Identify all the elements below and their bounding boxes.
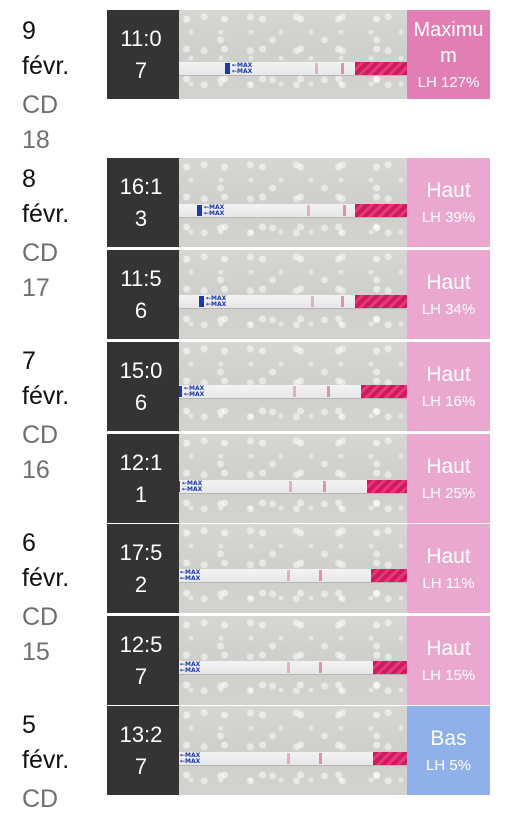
result-level: Haut — [426, 362, 471, 386]
date-label-day-5: 5 févr. — [22, 711, 70, 774]
result-lh-value: LH 34% — [421, 300, 476, 318]
test-entry[interactable]: 11:56 ←MAX ←MAX Haut LH 34% — [107, 250, 490, 339]
date-label-day-6: 6 févr. — [22, 529, 70, 592]
result-level: Haut — [426, 270, 471, 294]
test-strip-photo: ←MAX ←MAX — [179, 616, 407, 705]
cycle-day-label-16: CD 16 — [22, 421, 59, 484]
date-label-day-9: 9 févr. — [22, 17, 70, 80]
result-badge-low: Bas LH 5% — [407, 706, 490, 795]
result-badge-high: Haut LH 15% — [407, 616, 490, 705]
test-strip-photo: ←MAX ←MAX — [179, 524, 407, 613]
test-entry[interactable]: 17:52 ←MAX ←MAX Haut LH 11% — [107, 524, 490, 613]
test-time: 12:11 — [107, 434, 179, 523]
test-entry[interactable]: 12:11 ←MAX ←MAX Haut LH 25% — [107, 434, 490, 523]
result-lh-value: LH 39% — [421, 208, 476, 226]
result-lh-value: LH 15% — [421, 666, 476, 684]
result-lh-value: LH 5% — [425, 756, 472, 774]
test-entry[interactable]: 16:13 ←MAX ←MAX Haut LH 39% — [107, 158, 490, 247]
date-label-day-8: 8 févr. — [22, 165, 70, 228]
test-time: 13:27 — [107, 706, 179, 795]
test-strip-photo: ←MAX ←MAX — [179, 158, 407, 247]
result-level: Maximum — [413, 18, 484, 67]
result-badge-high: Haut LH 34% — [407, 250, 490, 339]
cycle-day-label-18: CD 18 — [22, 91, 59, 154]
result-level: Haut — [426, 544, 471, 568]
test-time: 11:07 — [107, 10, 179, 99]
test-entry[interactable]: 13:27 ←MAX ←MAX Bas LH 5% — [107, 706, 490, 795]
test-strip-photo: ←MAX ←MAX — [179, 342, 407, 431]
result-badge-maximum: Maximum LH 127% — [407, 10, 490, 99]
cycle-day-label-17: CD 17 — [22, 239, 59, 302]
result-lh-value: LH 127% — [417, 73, 480, 91]
test-time: 17:52 — [107, 524, 179, 613]
result-badge-high: Haut LH 16% — [407, 342, 490, 431]
test-strip-photo: ←MAX ←MAX — [179, 706, 407, 795]
test-strip-photo: ←MAX ←MAX — [179, 10, 407, 99]
result-badge-high: Haut LH 11% — [407, 524, 490, 613]
result-badge-high: Haut LH 39% — [407, 158, 490, 247]
test-time: 12:57 — [107, 616, 179, 705]
result-level: Bas — [430, 726, 467, 750]
result-lh-value: LH 11% — [422, 574, 475, 592]
result-level: Haut — [426, 636, 471, 660]
test-entry[interactable]: 12:57 ←MAX ←MAX Haut LH 15% — [107, 616, 490, 705]
result-lh-value: LH 16% — [421, 392, 476, 410]
cycle-day-label-15: CD 15 — [22, 603, 59, 666]
date-label-day-7: 7 févr. — [22, 347, 70, 410]
result-level: Haut — [426, 454, 471, 478]
test-entry[interactable]: 11:07 ←MAX ←MAX Maximum LH 127% — [107, 10, 490, 99]
test-entry[interactable]: 15:06 ←MAX ←MAX Haut LH 16% — [107, 342, 490, 431]
result-badge-high: Haut LH 25% — [407, 434, 490, 523]
test-strip-photo: ←MAX ←MAX — [179, 250, 407, 339]
result-lh-value: LH 25% — [421, 484, 476, 502]
test-time: 11:56 — [107, 250, 179, 339]
result-level: Haut — [426, 178, 471, 202]
test-strip-photo: ←MAX ←MAX — [179, 434, 407, 523]
test-time: 15:06 — [107, 342, 179, 431]
test-time: 16:13 — [107, 158, 179, 247]
